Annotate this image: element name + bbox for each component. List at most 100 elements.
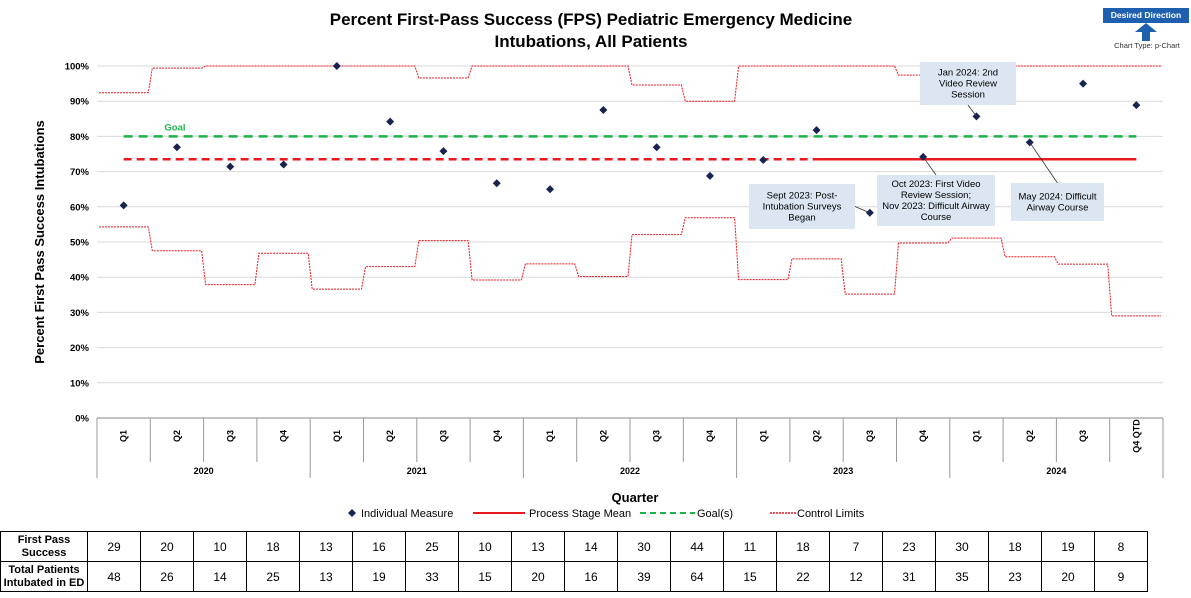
y-tick-label: 10%: [70, 378, 90, 389]
annotation-text: Jan 2024: 2nd: [938, 68, 998, 79]
table-cell: 22: [776, 561, 830, 592]
annotation-leader: [922, 156, 937, 176]
x-tick-label: Q3: [1078, 430, 1088, 442]
x-tick-label: Q4: [492, 430, 502, 442]
annotation-text: Began: [788, 213, 815, 224]
data-point: [492, 179, 501, 188]
annotation-text: Sept 2023: Post-: [767, 191, 838, 202]
legend-label: Control Limits: [797, 508, 865, 520]
fps-p-chart: 0% 10% 20% 30% 40% 50% 60% 70% 80% 90% 100% Percent…: [32, 62, 1164, 520]
chart-type-label: Chart Type: p-Chart: [1114, 41, 1180, 50]
year-label: 2020: [194, 466, 214, 476]
x-tick-label: Q3: [652, 430, 662, 442]
table-cell: 25: [405, 531, 459, 562]
table-cell: 39: [617, 561, 671, 592]
up-arrow-icon: [1135, 23, 1157, 41]
x-tick-label: Q1: [119, 430, 129, 442]
data-point: [812, 126, 821, 135]
legend-label: Individual Measure: [361, 508, 453, 520]
table-cell: 29: [87, 531, 141, 562]
table-cell: 9: [1094, 561, 1148, 592]
annotation-text: Review Session;: [901, 190, 971, 201]
table-cell: 14: [193, 561, 247, 592]
table-cell: 31: [882, 561, 936, 592]
year-label: 2021: [407, 466, 427, 476]
table-cell: 13: [511, 531, 565, 562]
table-row-label: First Pass Success: [0, 531, 88, 562]
x-tick-label: Q1: [545, 430, 555, 442]
data-point: [599, 106, 608, 114]
table-cell: 20: [1041, 561, 1095, 592]
annotation-box: [1011, 183, 1104, 221]
data-table: First Pass Success 29 20 10 18 13 16 25 10 13 14 30…: [0, 531, 1148, 592]
table-cell: 20: [140, 531, 194, 562]
x-tick-label: Q1: [332, 430, 342, 442]
y-tick-label: 70%: [70, 167, 90, 178]
data-point: [386, 117, 395, 126]
table-cell: 26: [140, 561, 194, 592]
annotation-text: May 2024: Difficult: [1019, 192, 1097, 203]
data-point: [1132, 101, 1141, 110]
table-cell: 33: [405, 561, 459, 592]
chart-title-line-2: Intubations, All Patients: [494, 32, 688, 51]
goal-label: Goal: [164, 122, 185, 133]
table-cell: 18: [988, 531, 1042, 562]
y-tick-label: 0%: [75, 414, 89, 425]
table-cell: 64: [670, 561, 724, 592]
chart-title-line-1: Percent First-Pass Success (FPS) Pediatr…: [329, 10, 853, 29]
table-cell: 7: [829, 531, 883, 562]
annotation-text: Video Review: [939, 79, 997, 90]
y-tick-label: 50%: [70, 238, 90, 249]
table-cell: 30: [617, 531, 671, 562]
table-cell: 18: [246, 531, 300, 562]
x-tick-label: Q2: [598, 430, 608, 442]
x-tick-label: Q4: [705, 430, 715, 442]
table-cell: 30: [935, 531, 989, 562]
table-cell: 23: [988, 561, 1042, 592]
lower-control-limit: [99, 217, 1161, 317]
table-cell: 10: [458, 531, 512, 562]
desired-direction-label: Desired Direction: [1103, 8, 1189, 23]
data-point: [332, 62, 341, 70]
table-cell: 13: [299, 531, 353, 562]
y-tick-label: 30%: [70, 308, 90, 319]
table-cell: 23: [882, 531, 936, 562]
table-cell: 12: [829, 561, 883, 592]
y-tick-label: 90%: [70, 97, 90, 108]
data-point: [1079, 79, 1088, 88]
table-cell: 16: [564, 561, 618, 592]
y-tick-label: 20%: [70, 343, 90, 354]
x-tick-label: Q4 QTD: [1131, 419, 1141, 453]
table-cell: 35: [935, 561, 989, 592]
annotation-text: Oct 2023: First Video: [891, 179, 980, 190]
table-cell: 15: [458, 561, 512, 592]
year-label: 2023: [833, 466, 853, 476]
table-cell: 13: [299, 561, 353, 592]
x-axis-label: Quarter: [612, 490, 659, 505]
legend-label: Goal(s): [697, 508, 733, 520]
data-point: [172, 143, 181, 152]
data-point: [279, 160, 288, 169]
x-tick-label: Q2: [385, 430, 395, 442]
table-row-label: Total Patients Intubated in ED: [0, 561, 88, 592]
table-row: Total Patients Intubated in ED 48 26 14 25 13…: [0, 561, 1148, 592]
table-cell: 19: [1041, 531, 1095, 562]
table-cell: 44: [670, 531, 724, 562]
annotation-leader: [967, 104, 977, 117]
annotation-text: Session: [951, 90, 985, 101]
annotation-text: Airway Course: [1027, 203, 1089, 214]
annotation-box: [920, 62, 1016, 105]
table-cell: 20: [511, 561, 565, 592]
y-axis-label: Percent First Pass Success Intubations: [32, 120, 47, 363]
data-point: [705, 171, 714, 180]
data-point: [119, 201, 128, 210]
annotation-text: Intubation Surveys: [763, 202, 842, 213]
table-cell: 15: [723, 561, 777, 592]
table-row: First Pass Success 29 20 10 18 13 16 25 10 13 14 30…: [0, 531, 1148, 562]
data-point: [226, 162, 235, 171]
x-tick-label: Q3: [225, 430, 235, 442]
table-cell: 16: [352, 531, 406, 562]
table-cell: 18: [776, 531, 830, 562]
annotation-box: [877, 175, 995, 226]
annotation-box: [749, 184, 855, 229]
